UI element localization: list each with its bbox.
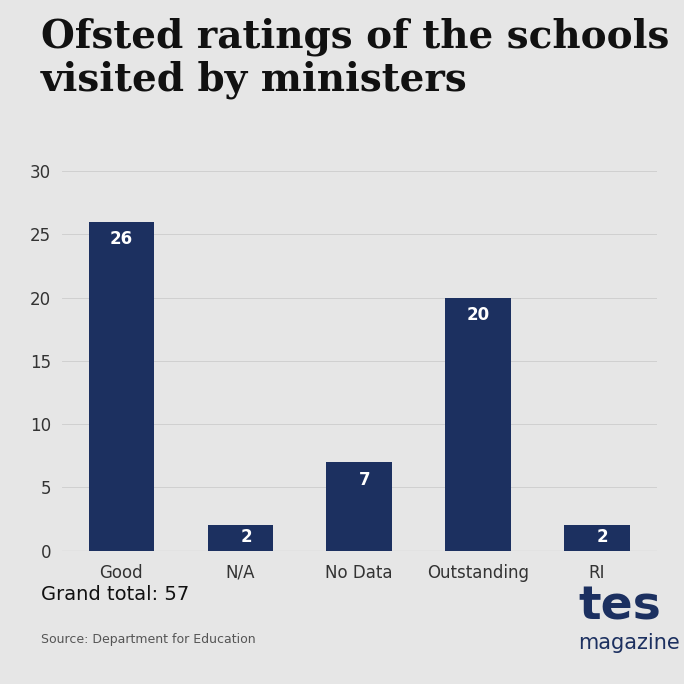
Bar	[207, 525, 273, 551]
Text: magazine: magazine	[578, 633, 680, 653]
Text: Source: Department for Education: Source: Department for Education	[41, 633, 256, 646]
Text: 2: 2	[597, 529, 609, 547]
Text: Ofsted ratings of the schools
visited by ministers: Ofsted ratings of the schools visited by…	[41, 17, 670, 98]
Text: Grand total: 57: Grand total: 57	[41, 585, 189, 604]
Bar	[564, 525, 629, 551]
Bar	[326, 462, 392, 551]
Text: tes: tes	[578, 585, 661, 630]
Bar	[445, 298, 511, 551]
Text: 7: 7	[359, 471, 371, 489]
Bar	[89, 222, 154, 551]
Text: 20: 20	[466, 306, 490, 324]
Text: 2: 2	[240, 529, 252, 547]
Text: 26: 26	[110, 231, 133, 248]
